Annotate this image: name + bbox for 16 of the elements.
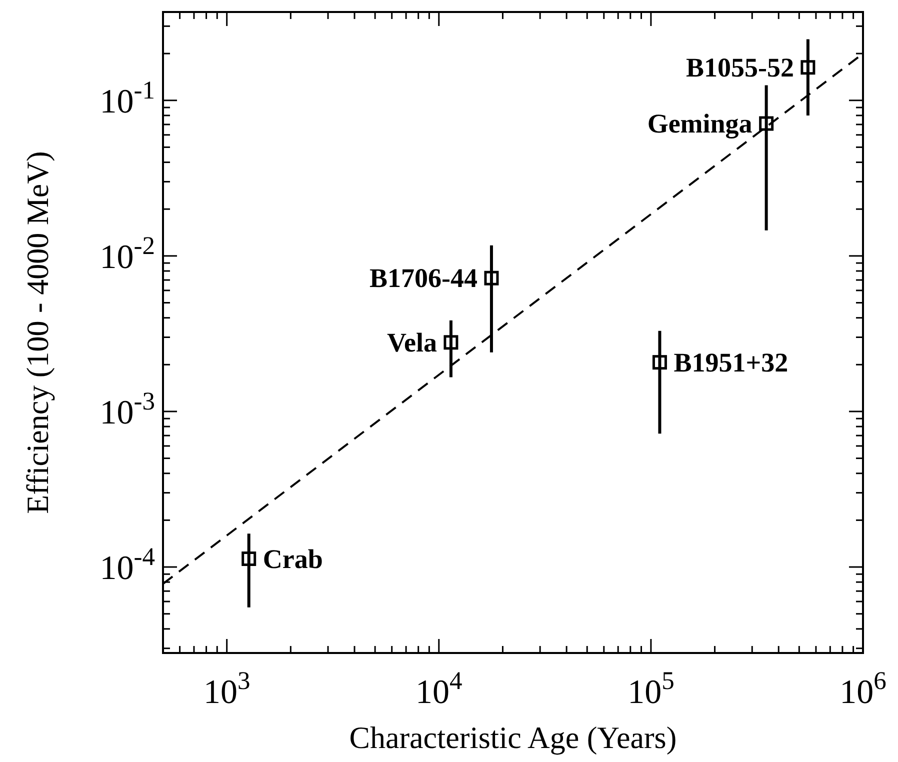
y-tick-label: 10$^{-4}$ [100,542,156,588]
y-axis-title: Efficiency (100 - 4000 MeV) [20,151,55,514]
annotation: Geminga [647,108,753,139]
x-tick-label: 10$^{6}$ [840,666,886,711]
y-tick-label: 10$^{-2}$ [100,230,155,276]
x-tick-label: 10$^{3}$ [203,666,250,711]
annotation: Crab [262,544,323,574]
x-tick-label: 10$^{5}$ [628,666,674,711]
annotation: Vela [386,327,438,358]
y-tick-label: 10$^{-3}$ [100,386,155,432]
x-tick-label: 10$^{4}$ [416,666,463,711]
x-axis-title: Characteristic Age (Years) [349,720,677,755]
annotation: B1951+32 [674,347,788,378]
annotation: B1706-44 [369,263,478,294]
y-tick-label: 10$^{-1}$ [100,74,155,120]
annotation: B1055-52 [686,52,794,82]
